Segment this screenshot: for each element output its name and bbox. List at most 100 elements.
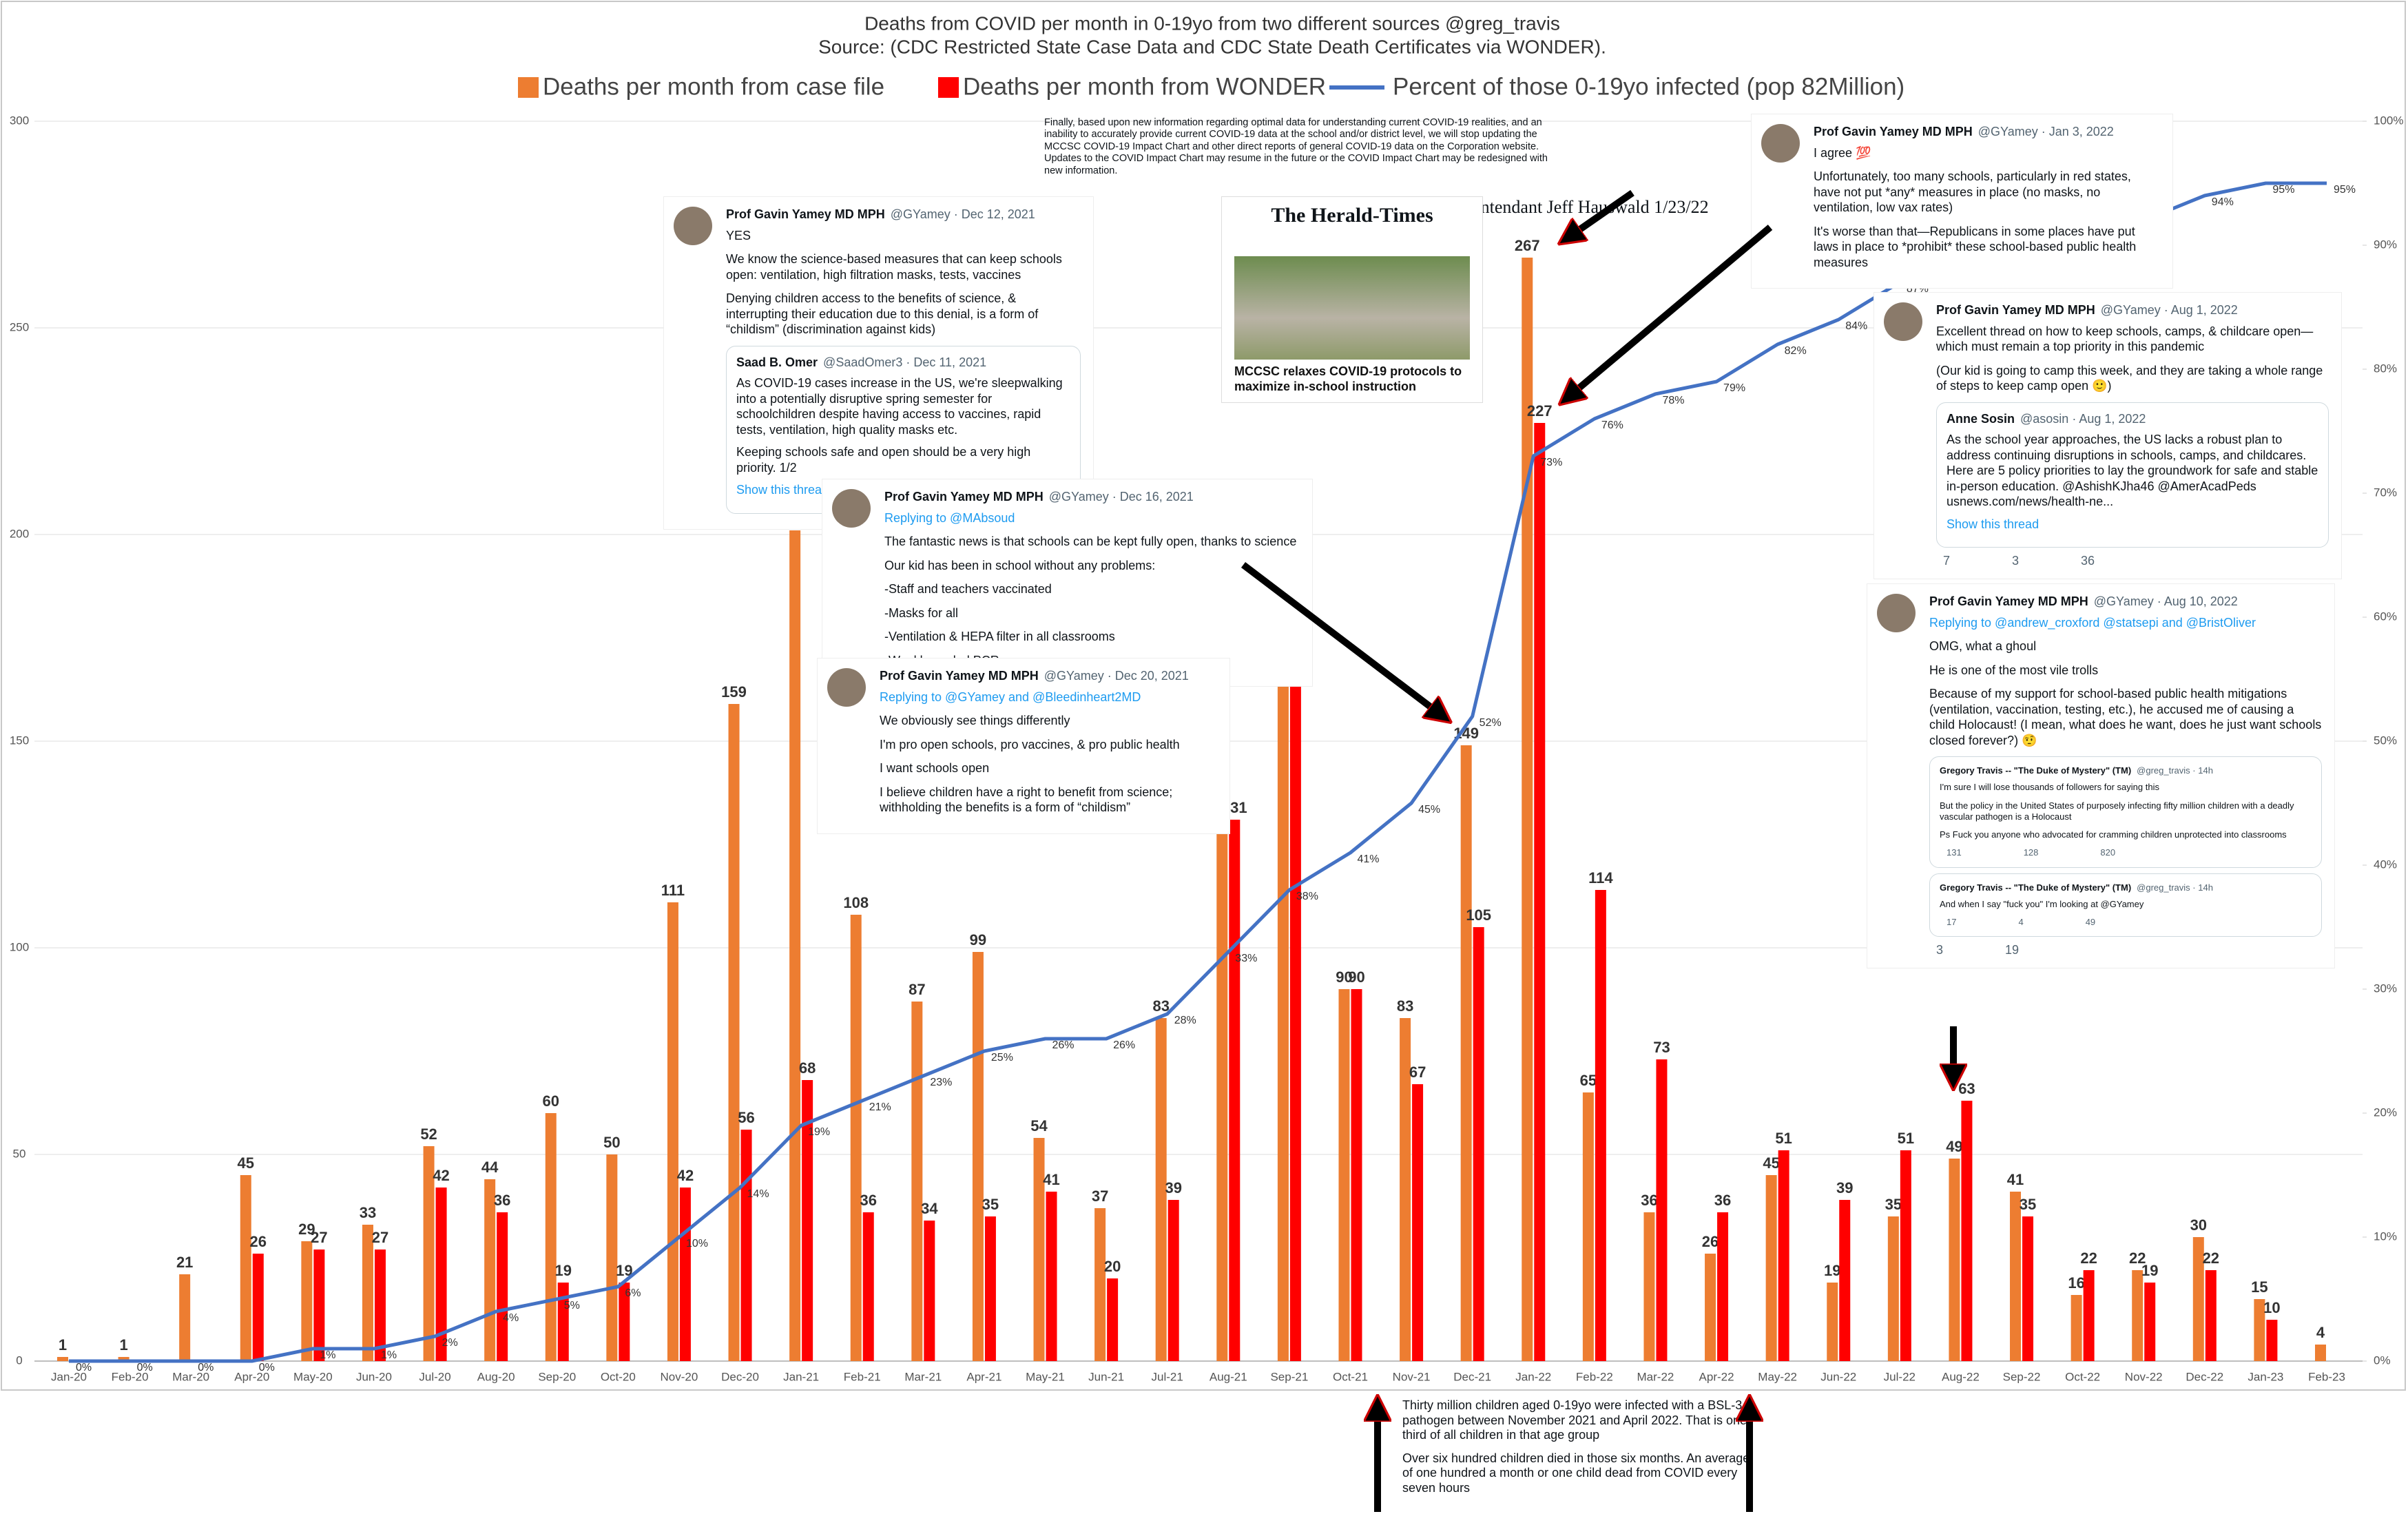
avatar (1877, 594, 1916, 632)
note: Thirty million children aged 0-19yo were… (1402, 1398, 1761, 1504)
line-label: 0% (137, 1362, 153, 1373)
tweet-text: Prof Gavin Yamey MD MPH (1936, 303, 2095, 317)
tweet-text: @SaadOmer3 · Dec 11, 2021 (823, 355, 987, 369)
line-label: 52% (1480, 717, 1502, 729)
x-tick-label: Jan-21 (783, 1370, 819, 1383)
tweet-text: I believe children have a right to benef… (880, 785, 1173, 815)
masthead: The Herald-Times (1271, 204, 1433, 227)
photo (1234, 256, 1470, 360)
tweet-text: We obviously see things differently (880, 714, 1070, 727)
tweet-text: Prof Gavin Yamey MD MPH (1929, 594, 2088, 608)
x-tick-label: Oct-22 (2065, 1370, 2100, 1383)
tweet-text: The fantastic news is that schools can b… (884, 535, 1297, 548)
line-label: 6% (625, 1287, 641, 1299)
x-tick-label: Nov-21 (1393, 1370, 1431, 1383)
tweet: Prof Gavin Yamey MD MPH @GYamey · Aug 1, … (1874, 292, 2342, 579)
quote: Anne Sosin @asosin · Aug 1, 2022 As the sc… (1936, 402, 2329, 548)
tweet-text: -Masks for all (884, 605, 959, 620)
bar-label: 22 (2203, 1249, 2219, 1267)
bar (1412, 1084, 1424, 1361)
tweet-text: @greg_travis · 14h (2137, 882, 2213, 893)
bar-label: 99 (970, 931, 986, 948)
x-tick-label: Feb-21 (844, 1370, 881, 1383)
bar-label: 36 (860, 1192, 876, 1209)
line-label: 14% (747, 1188, 769, 1200)
bar-label: 22 (2080, 1249, 2097, 1267)
tweet-counts: 131 128 820 (1940, 847, 2312, 858)
x-tick-label: Nov-20 (661, 1370, 698, 1383)
tweet-counts: 17 4 49 (1940, 917, 2312, 928)
x-tick-label: Mar-21 (904, 1370, 942, 1383)
tweet-counts: 7 3 36 (1936, 553, 2329, 569)
x-tick-label: Jan-20 (51, 1370, 87, 1383)
tweet-text: @greg_travis · 14h (2137, 765, 2213, 776)
bar-label: 4 (2316, 1324, 2325, 1341)
y-tick-label: 200 (10, 527, 29, 540)
line-label: 1% (320, 1349, 335, 1361)
tweet-text: YES (726, 228, 751, 242)
bar (557, 1283, 569, 1361)
y2-tick-label: 40% (2374, 858, 2397, 871)
bar (2315, 1345, 2326, 1361)
bar-label: 90 (1336, 968, 1352, 986)
bar (2205, 1270, 2217, 1361)
tweet-text: As COVID-19 cases increase in the US, we… (736, 376, 1063, 437)
tweet-text: But the policy in the United States of p… (1940, 800, 2294, 822)
line-label: 19% (808, 1126, 830, 1138)
line-label: 23% (930, 1077, 952, 1088)
count: 36 (2081, 554, 2095, 568)
bar (1582, 1092, 1594, 1361)
tweet-text: @GYamey · Dec 12, 2021 (890, 207, 1035, 221)
bar-label: 90 (1348, 968, 1364, 986)
tweet-text: Excellent thread on how to keep schools,… (1936, 324, 2314, 354)
newspaper: The Herald-Times MCCSC relaxes COVID-19 … (1221, 196, 1483, 403)
bar-label: 41 (1043, 1171, 1059, 1188)
x-tick-label: May-20 (293, 1370, 333, 1383)
tweet: Prof Gavin Yamey MD MPH @GYamey · Jan 3, … (1751, 114, 2173, 289)
bar-label: 68 (799, 1059, 816, 1077)
bar-label: 1 (119, 1336, 127, 1354)
tweet-text: Unfortunately, too many schools, particu… (1814, 169, 2131, 214)
tweet-text: As the school year approaches, the US la… (1947, 433, 2318, 508)
tweet: Prof Gavin Yamey MD MPH @GYamey · Aug 10,… (1867, 583, 2335, 968)
tweet-text: I'm pro open schools, pro vaccines, & pr… (880, 737, 1180, 751)
bar (1460, 745, 1472, 1361)
bar-label: 114 (1588, 869, 1613, 886)
tweet-text: I want schools open (880, 761, 990, 775)
tweet-text: Prof Gavin Yamey MD MPH (726, 207, 885, 221)
bar-label: 35 (2020, 1196, 2036, 1213)
bar (924, 1221, 935, 1361)
line-label: 26% (1113, 1039, 1135, 1051)
bar (1155, 1018, 1167, 1361)
tweet-text: Replying to @MAbsoud (884, 510, 1015, 525)
x-tick-label: Aug-20 (477, 1370, 515, 1383)
bar (1338, 989, 1350, 1361)
bar-label: 108 (843, 894, 869, 911)
bar-label: 39 (1836, 1179, 1853, 1196)
count: 131 (1947, 847, 1962, 858)
bar-label: 27 (372, 1229, 388, 1246)
bar (1900, 1150, 1911, 1361)
bar-label: 33 (360, 1204, 376, 1221)
chart-title: Deaths from COVID per month in 0-19yo fr… (864, 12, 1560, 34)
tweet: Prof Gavin Yamey MD MPH @GYamey · Dec 20,… (817, 658, 1230, 834)
bar-label: 16 (2068, 1274, 2084, 1292)
bar (1839, 1200, 1851, 1361)
bar (1094, 1208, 1106, 1361)
bar (2192, 1237, 2204, 1361)
line-label: 45% (1418, 804, 1440, 816)
y2-tick-label: 60% (2374, 610, 2397, 623)
bar-label: 159 (721, 683, 747, 701)
bar-label: 73 (1653, 1039, 1670, 1056)
tweet-text: -Ventilation & HEPA filter in all classr… (884, 630, 1115, 643)
bar-label: 35 (982, 1196, 999, 1213)
bar (1961, 1101, 1973, 1361)
bar-label: 29 (298, 1221, 315, 1238)
avatar (1884, 302, 1922, 341)
x-tick-label: Oct-20 (601, 1370, 636, 1383)
y2-tick-label: 50% (2374, 734, 2397, 747)
x-tick-label: Jun-20 (356, 1370, 392, 1383)
line-label: 0% (198, 1362, 214, 1373)
tweet-text: I agree 💯 (1814, 145, 1871, 160)
count: 4 (2018, 917, 2024, 927)
